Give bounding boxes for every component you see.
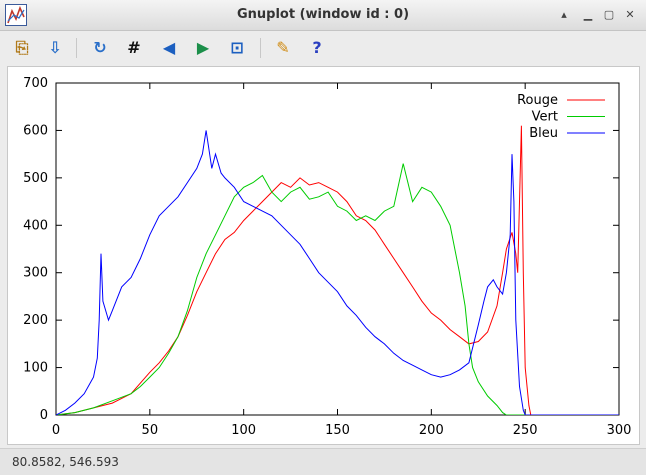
window-title: Gnuplot (window id : 0): [236, 7, 410, 22]
keep-above-icon[interactable]: ▴: [561, 8, 567, 21]
legend-label: Rouge: [517, 93, 558, 108]
y-tick-label: 300: [23, 266, 48, 281]
grid-icon[interactable]: #: [127, 38, 141, 57]
x-tick-label: 150: [325, 423, 350, 438]
x-tick-label: 200: [419, 423, 444, 438]
legend-label: Bleu: [529, 126, 558, 141]
series-line-vert: [56, 163, 619, 415]
settings-icon[interactable]: ✎: [276, 38, 290, 57]
x-tick-label: 250: [513, 423, 538, 438]
title-bar[interactable]: Gnuplot (window id : 0) ▴ ▁ ▢ ✕: [0, 0, 646, 31]
replot-icon[interactable]: ↻: [93, 38, 107, 57]
legend-label: Vert: [532, 110, 558, 125]
toolbar-separator: [76, 38, 77, 58]
toolbar-separator: [260, 38, 261, 58]
help-icon[interactable]: ?: [312, 38, 322, 57]
y-tick-label: 600: [23, 123, 48, 138]
y-tick-label: 0: [40, 408, 48, 423]
x-tick-label: 100: [231, 423, 256, 438]
y-tick-label: 500: [23, 171, 48, 186]
close-icon[interactable]: ✕: [625, 8, 635, 21]
export-icon[interactable]: ⇩: [48, 38, 62, 57]
x-tick-label: 300: [607, 423, 632, 438]
autoscale-icon[interactable]: ⊡: [230, 38, 244, 57]
toolbar: ⎘ ⇩ ↻ # ◀ ▶ ⊡ ✎?: [0, 31, 646, 64]
status-bar: 80.8582, 546.593: [0, 448, 646, 475]
y-tick-label: 100: [23, 361, 48, 376]
maximize-icon[interactable]: ▢: [603, 8, 615, 21]
next-zoom-icon[interactable]: ▶: [196, 38, 210, 57]
copy-clipboard-icon[interactable]: ⎘: [15, 38, 29, 57]
minimize-icon[interactable]: ▁: [583, 8, 593, 21]
previous-zoom-icon[interactable]: ◀: [162, 38, 176, 57]
series-line-rouge: [56, 125, 619, 415]
y-tick-label: 200: [23, 313, 48, 328]
x-tick-label: 0: [52, 423, 60, 438]
plot-area[interactable]: 0 50 100 150 200 250 300 0 100 200 300 400 500 600 700…: [7, 66, 640, 445]
gnuplot-app-icon: [5, 4, 27, 26]
mouse-coordinates: 80.8582, 546.593: [12, 455, 119, 469]
y-tick-label: 700: [23, 76, 48, 91]
y-tick-label: 400: [23, 218, 48, 233]
histogram-chart: 0 50 100 150 200 250 300 0 100 200 300 400 500 600 700…: [23, 76, 632, 438]
x-tick-label: 50: [142, 423, 159, 438]
series-line-bleu: [56, 130, 619, 415]
